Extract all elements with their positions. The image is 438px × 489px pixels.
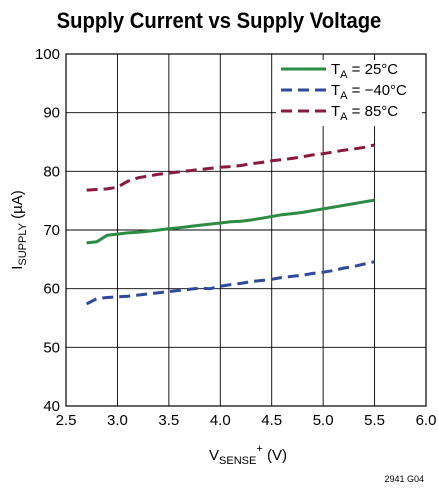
x-axis-label-unit: (V)	[263, 447, 287, 464]
series-line-1	[85, 260, 375, 306]
y-tick-label: 90	[43, 105, 60, 122]
y-axis-label-unit: (µA)	[9, 190, 26, 223]
x-tick-label: 5.5	[364, 412, 385, 429]
x-tick-label: 4.5	[261, 412, 282, 429]
x-axis-label: VSENSE+ (V)	[209, 443, 287, 467]
y-tick-label: 50	[43, 339, 60, 356]
legend-label-1: TA = −40°C	[331, 82, 407, 102]
y-axis-label-main: I	[9, 266, 26, 270]
legend-background	[276, 60, 422, 126]
y-axis-label: ISUPPLY (µA)	[9, 190, 29, 270]
x-tick-label: 5.0	[313, 412, 334, 429]
figure-code: 2941 G04	[384, 474, 424, 484]
chart-title: Supply Current vs Supply Voltage	[56, 8, 382, 33]
legend-label-2: TA = 85°C	[331, 103, 398, 123]
x-tick-labels: 2.5 3.0 3.5 4.0 4.5 5.0 5.5 6.0	[56, 412, 437, 429]
x-tick-label: 3.0	[107, 412, 128, 429]
x-tick-label: 3.5	[158, 412, 179, 429]
plot-frame	[65, 53, 427, 407]
x-tick-label: 4.0	[210, 412, 231, 429]
y-tick-labels: 40 50 60 70 80 90 100	[35, 46, 60, 415]
series-layer	[85, 143, 375, 306]
legend-label-0: TA = 25°C	[331, 61, 398, 81]
y-axis-label-sub: SUPPLY	[17, 222, 29, 265]
legend: TA = 25°CTA = −40°CTA = 85°C	[276, 60, 422, 126]
x-axis-label-sup: +	[256, 443, 262, 455]
y-tick-label: 40	[43, 398, 60, 415]
series-line-0	[86, 198, 375, 245]
x-tick-label: 2.5	[56, 412, 77, 429]
y-tick-label: 60	[43, 281, 60, 298]
x-tick-label: 6.0	[416, 412, 437, 429]
y-tick-label: 70	[43, 222, 60, 239]
series-line-2	[86, 143, 375, 192]
x-axis-label-main: V	[209, 447, 219, 464]
y-tick-label: 80	[43, 163, 60, 180]
y-tick-label: 100	[35, 46, 60, 63]
x-axis-label-sub: SENSE	[219, 455, 256, 467]
